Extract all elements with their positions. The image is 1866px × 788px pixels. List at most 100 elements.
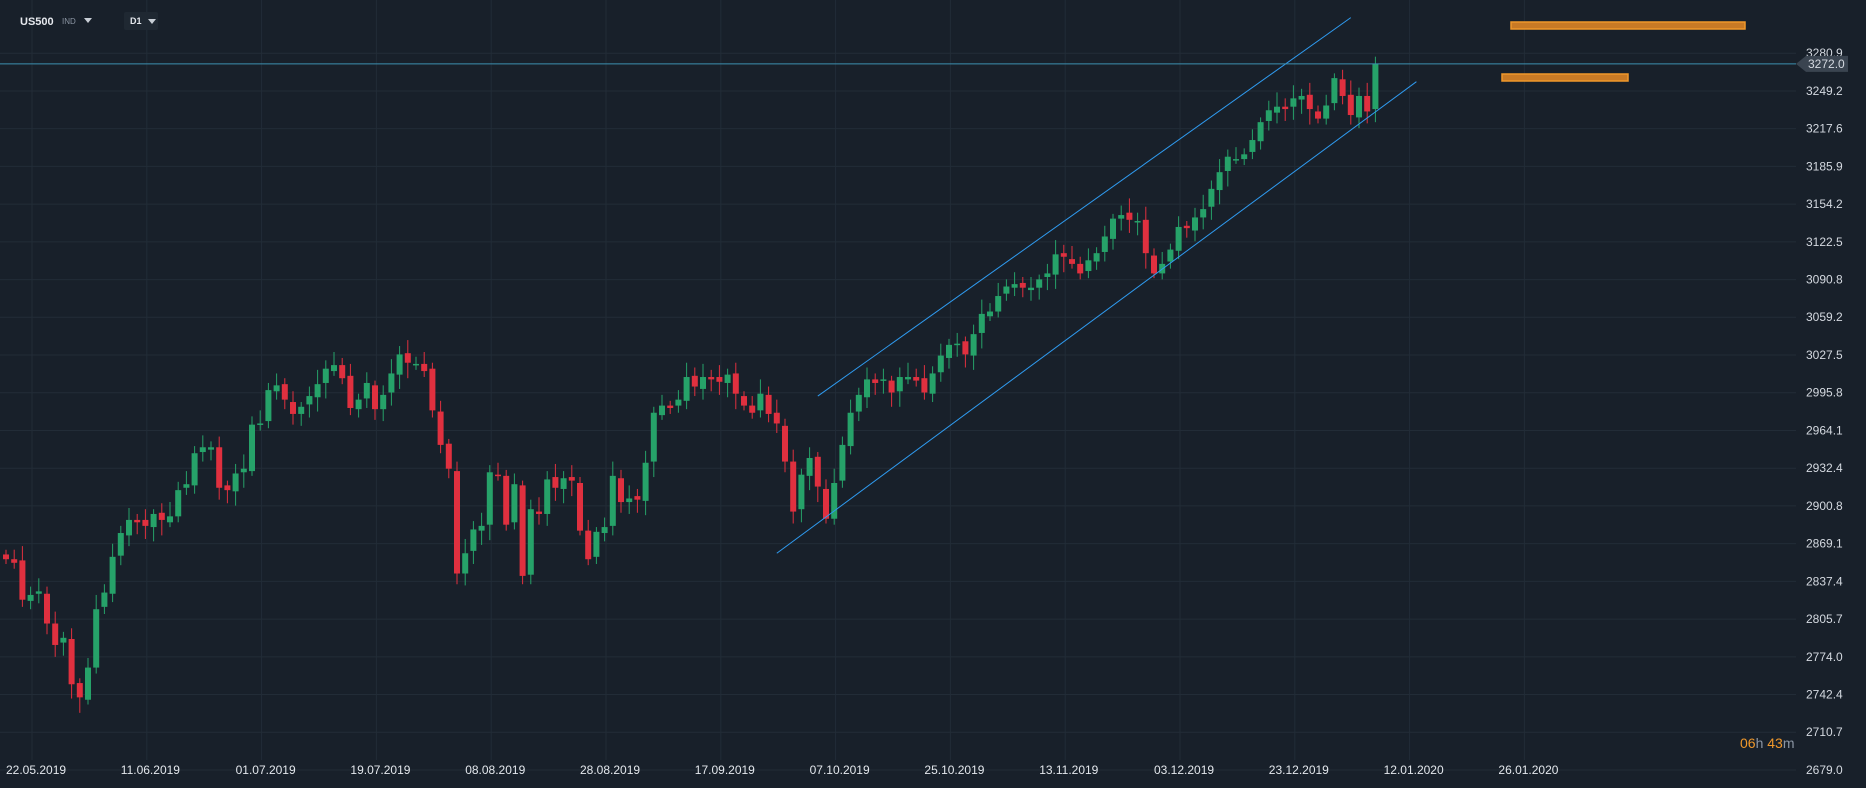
candle-166[interactable] bbox=[1364, 82, 1371, 124]
candle-129[interactable] bbox=[1060, 244, 1067, 273]
candle-121[interactable] bbox=[995, 282, 1002, 318]
candle-144[interactable] bbox=[1183, 221, 1190, 238]
candle-76[interactable] bbox=[626, 485, 633, 514]
candle-123[interactable] bbox=[1011, 272, 1018, 297]
candle-142[interactable] bbox=[1167, 243, 1174, 269]
candle-124[interactable] bbox=[1019, 276, 1026, 298]
candle-79[interactable] bbox=[650, 406, 657, 478]
candle-72[interactable] bbox=[593, 527, 600, 564]
candle-150[interactable] bbox=[1233, 147, 1239, 164]
candle-67[interactable] bbox=[552, 463, 559, 501]
candle-2[interactable] bbox=[19, 546, 26, 607]
candle-167[interactable] bbox=[1372, 56, 1379, 123]
candle-140[interactable] bbox=[1151, 248, 1157, 279]
candle-56[interactable] bbox=[462, 538, 469, 586]
symbol-label[interactable]: US500 bbox=[20, 16, 54, 28]
candle-52[interactable] bbox=[429, 362, 436, 418]
candle-65[interactable] bbox=[536, 497, 542, 525]
candle-17[interactable] bbox=[142, 509, 149, 539]
candle-126[interactable] bbox=[1036, 274, 1043, 300]
candle-55[interactable] bbox=[454, 461, 460, 585]
candle-113[interactable] bbox=[929, 366, 936, 403]
candle-95[interactable] bbox=[782, 418, 788, 473]
candle-80[interactable] bbox=[659, 394, 665, 420]
candle-154[interactable] bbox=[1265, 100, 1272, 131]
candle-0[interactable] bbox=[3, 549, 9, 564]
candle-57[interactable] bbox=[470, 521, 477, 564]
candle-33[interactable] bbox=[273, 373, 280, 400]
candle-14[interactable] bbox=[117, 525, 124, 566]
channel-upper-line[interactable] bbox=[817, 17, 1352, 397]
candlesticks[interactable] bbox=[3, 56, 1379, 713]
candle-136[interactable] bbox=[1118, 205, 1125, 231]
candle-9[interactable] bbox=[76, 678, 83, 713]
candle-23[interactable] bbox=[191, 446, 198, 494]
candle-143[interactable] bbox=[1175, 216, 1182, 260]
candle-8[interactable] bbox=[68, 628, 75, 699]
candle-58[interactable] bbox=[478, 512, 485, 545]
candle-145[interactable] bbox=[1192, 207, 1198, 242]
candle-7[interactable] bbox=[60, 631, 67, 656]
candle-27[interactable] bbox=[224, 480, 231, 504]
candle-84[interactable] bbox=[691, 367, 698, 397]
resistance-zone-lower[interactable] bbox=[1501, 73, 1629, 82]
candle-151[interactable] bbox=[1241, 148, 1248, 166]
candle-38[interactable] bbox=[314, 369, 321, 412]
candle-59[interactable] bbox=[486, 465, 493, 541]
candle-74[interactable] bbox=[609, 461, 616, 536]
candle-75[interactable] bbox=[618, 469, 624, 513]
candle-70[interactable] bbox=[577, 477, 583, 536]
candle-32[interactable] bbox=[265, 382, 272, 429]
candle-111[interactable] bbox=[913, 368, 920, 387]
candle-42[interactable] bbox=[347, 363, 354, 416]
candle-147[interactable] bbox=[1208, 180, 1215, 220]
candle-78[interactable] bbox=[642, 450, 649, 516]
candle-120[interactable] bbox=[987, 303, 993, 322]
candle-97[interactable] bbox=[798, 468, 805, 523]
candle-100[interactable] bbox=[823, 479, 829, 524]
candle-134[interactable] bbox=[1101, 225, 1108, 262]
candle-82[interactable] bbox=[675, 390, 682, 413]
candle-26[interactable] bbox=[216, 436, 223, 500]
candle-24[interactable] bbox=[199, 435, 206, 462]
candle-49[interactable] bbox=[404, 340, 411, 379]
candle-148[interactable] bbox=[1216, 159, 1223, 205]
candle-104[interactable] bbox=[855, 387, 862, 422]
candle-138[interactable] bbox=[1134, 212, 1141, 236]
candle-92[interactable] bbox=[757, 379, 764, 418]
candle-108[interactable] bbox=[888, 375, 895, 407]
candle-114[interactable] bbox=[937, 343, 944, 382]
candle-43[interactable] bbox=[355, 393, 362, 418]
candle-86[interactable] bbox=[708, 369, 715, 392]
candle-50[interactable] bbox=[413, 356, 419, 370]
candle-3[interactable] bbox=[27, 586, 34, 610]
candle-93[interactable] bbox=[765, 386, 772, 423]
candle-48[interactable] bbox=[396, 346, 403, 389]
candle-18[interactable] bbox=[150, 509, 157, 542]
candle-128[interactable] bbox=[1052, 240, 1059, 289]
candle-6[interactable] bbox=[52, 611, 59, 657]
candle-91[interactable] bbox=[749, 396, 756, 419]
candle-62[interactable] bbox=[511, 473, 518, 530]
candle-45[interactable] bbox=[372, 380, 378, 420]
candle-139[interactable] bbox=[1142, 206, 1149, 269]
candle-73[interactable] bbox=[601, 517, 608, 542]
candle-25[interactable] bbox=[208, 441, 214, 461]
candle-157[interactable] bbox=[1290, 85, 1297, 120]
candle-54[interactable] bbox=[445, 438, 452, 479]
candle-110[interactable] bbox=[905, 362, 911, 385]
candle-81[interactable] bbox=[667, 400, 674, 414]
candle-127[interactable] bbox=[1044, 263, 1051, 291]
candle-30[interactable] bbox=[249, 416, 255, 476]
candle-137[interactable] bbox=[1126, 198, 1133, 233]
candle-89[interactable] bbox=[732, 362, 739, 410]
candle-117[interactable] bbox=[962, 336, 969, 368]
candle-159[interactable] bbox=[1306, 82, 1313, 125]
candle-135[interactable] bbox=[1110, 213, 1116, 250]
candle-29[interactable] bbox=[240, 454, 247, 488]
candle-66[interactable] bbox=[544, 471, 551, 526]
candle-15[interactable] bbox=[126, 508, 132, 547]
candle-132[interactable] bbox=[1085, 248, 1092, 279]
candle-11[interactable] bbox=[93, 594, 100, 674]
